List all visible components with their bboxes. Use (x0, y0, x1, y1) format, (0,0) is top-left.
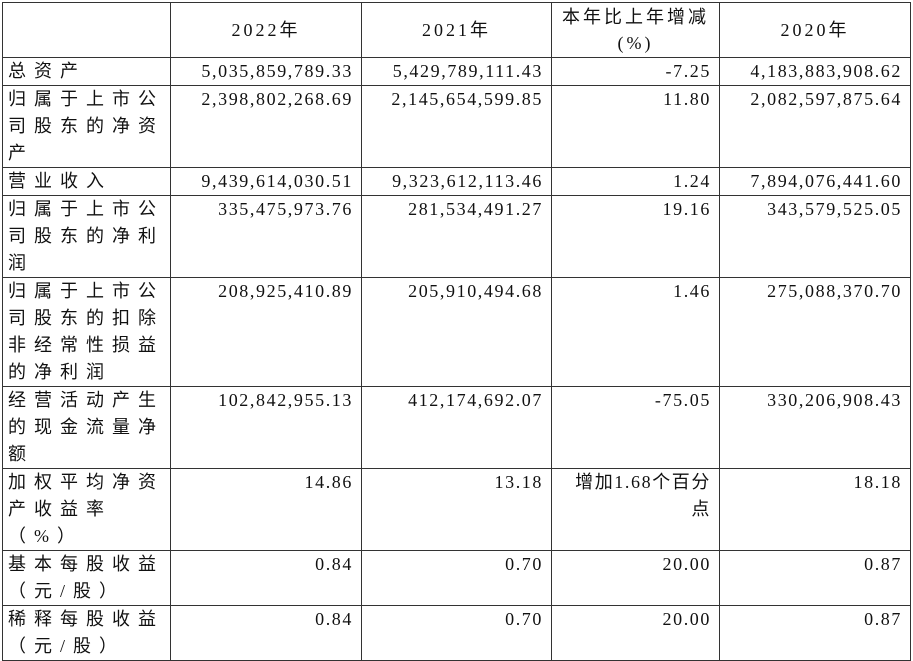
value-cell: 2,082,597,875.64 (719, 85, 911, 168)
value-cell: 4,183,883,908.62 (719, 57, 911, 86)
value-cell: 0.84 (170, 550, 362, 606)
value-cell: 412,174,692.07 (361, 386, 552, 469)
value-cell: 7,894,076,441.60 (719, 167, 911, 196)
value-cell: 205,910,494.68 (361, 277, 552, 387)
header-row: 2022年 2021年 本年比上年增减(%) 2020年 (2, 2, 911, 58)
value-cell: 9,323,612,113.46 (361, 167, 552, 196)
row-label: 归属于上市公司股东的净资产 (2, 85, 171, 168)
header-cell (2, 2, 171, 58)
value-cell: 0.70 (361, 605, 552, 661)
value-cell: 1.46 (551, 277, 720, 387)
header-cell: 本年比上年增减(%) (551, 2, 720, 58)
value-cell: 2,398,802,268.69 (170, 85, 362, 168)
value-cell: 9,439,614,030.51 (170, 167, 362, 196)
value-cell: 281,534,491.27 (361, 195, 552, 278)
value-cell: 2,145,654,599.85 (361, 85, 552, 168)
data-row: 稀释每股收益（元/股） 0.84 0.70 20.00 0.87 (2, 605, 911, 661)
value-cell: 275,088,370.70 (719, 277, 911, 387)
header-cell: 2022年 (170, 2, 362, 58)
row-label: 经营活动产生的现金流量净额 (2, 386, 171, 469)
value-cell: 0.87 (719, 550, 911, 606)
value-cell: 102,842,955.13 (170, 386, 362, 469)
row-label: 营业收入 (2, 167, 171, 196)
value-cell: 14.86 (170, 468, 362, 551)
row-label: 归属于上市公司股东的扣除非经常性损益的净利润 (2, 277, 171, 387)
row-label: 基本每股收益（元/股） (2, 550, 171, 606)
header-cell: 2020年 (719, 2, 911, 58)
value-cell: 0.70 (361, 550, 552, 606)
value-cell: 1.24 (551, 167, 720, 196)
value-cell: 13.18 (361, 468, 552, 551)
header-cell: 2021年 (361, 2, 552, 58)
row-label: 稀释每股收益（元/股） (2, 605, 171, 661)
value-cell: 0.87 (719, 605, 911, 661)
value-cell: 20.00 (551, 605, 720, 661)
value-cell: 335,475,973.76 (170, 195, 362, 278)
value-cell: 330,206,908.43 (719, 386, 911, 469)
value-cell: 5,035,859,789.33 (170, 57, 362, 86)
value-cell: 343,579,525.05 (719, 195, 911, 278)
value-cell: 增加1.68个百分点 (551, 468, 720, 551)
row-label: 归属于上市公司股东的净利润 (2, 195, 171, 278)
data-row: 归属于上市公司股东的扣除非经常性损益的净利润 208,925,410.89 205,… (2, 277, 911, 387)
data-row: 基本每股收益（元/股） 0.84 0.70 20.00 0.87 (2, 550, 911, 606)
data-row: 营业收入 9,439,614,030.51 9,323,612,113.46 1.24… (2, 167, 911, 196)
row-label: 总资产 (2, 57, 171, 86)
data-row: 经营活动产生的现金流量净额 102,842,955.13 412,174,692.0… (2, 386, 911, 469)
value-cell: 208,925,410.89 (170, 277, 362, 387)
value-cell: -75.05 (551, 386, 720, 469)
value-cell: 18.18 (719, 468, 911, 551)
data-row: 归属于上市公司股东的净资产 2,398,802,268.69 2,145,654,5… (2, 85, 911, 168)
value-cell: 5,429,789,111.43 (361, 57, 552, 86)
value-cell: -7.25 (551, 57, 720, 86)
data-row: 总资产 5,035,859,789.33 5,429,789,111.43 -7.25… (2, 57, 911, 86)
value-cell: 19.16 (551, 195, 720, 278)
value-cell: 20.00 (551, 550, 720, 606)
value-cell: 11.80 (551, 85, 720, 168)
row-label: 加权平均净资产收益率（%） (2, 468, 171, 551)
data-row: 归属于上市公司股东的净利润 335,475,973.76 281,534,491.2… (2, 195, 911, 278)
value-cell: 0.84 (170, 605, 362, 661)
data-row: 加权平均净资产收益率（%） 14.86 13.18 增加1.68个百分点 18.18 (2, 468, 911, 551)
